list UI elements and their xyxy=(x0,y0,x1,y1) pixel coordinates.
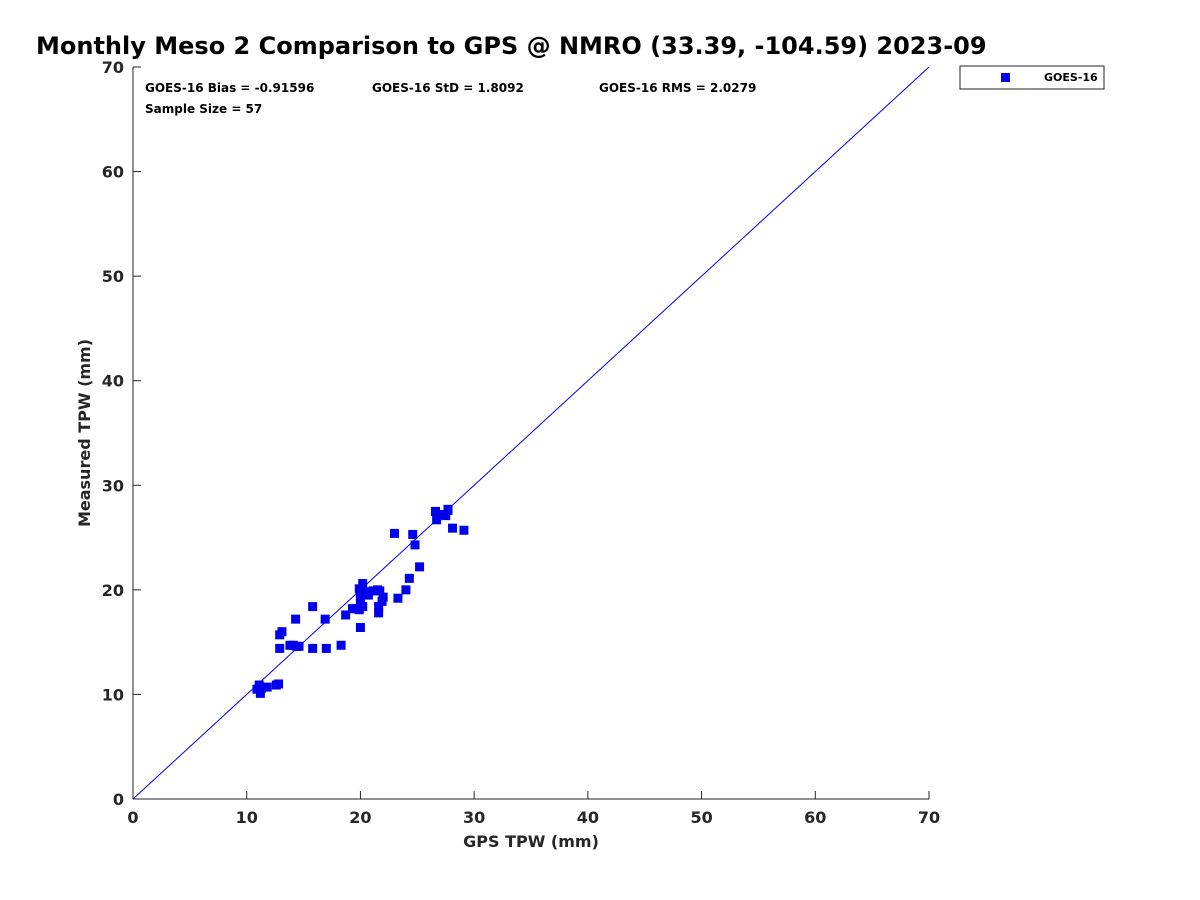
data-point xyxy=(275,643,285,653)
data-point xyxy=(404,573,414,583)
data-point xyxy=(355,623,365,633)
data-point xyxy=(401,585,411,595)
y-tick-label: 60 xyxy=(102,163,124,182)
std-stat: GOES-16 StD = 1.8092 xyxy=(372,81,524,95)
y-tick-label: 20 xyxy=(102,581,124,600)
legend-label: GOES-16 xyxy=(1044,71,1098,84)
data-point xyxy=(255,688,265,698)
x-tick-label: 20 xyxy=(349,808,371,827)
data-point xyxy=(358,602,368,612)
data-point xyxy=(415,562,425,572)
data-point xyxy=(277,627,287,637)
data-point xyxy=(256,683,266,693)
x-tick-label: 50 xyxy=(690,808,712,827)
data-point xyxy=(354,584,364,594)
chart-title: Monthly Meso 2 Comparison to GPS @ NMRO … xyxy=(36,32,987,60)
y-tick-label: 30 xyxy=(102,476,124,495)
data-point xyxy=(390,528,400,538)
data-point xyxy=(393,593,403,603)
stats-annotations: GOES-16 Bias = -0.91596 GOES-16 StD = 1.… xyxy=(145,81,756,116)
data-point xyxy=(374,602,384,612)
data-point xyxy=(448,523,458,533)
legend: GOES-16 xyxy=(959,65,1105,90)
data-point xyxy=(294,641,304,651)
data-point xyxy=(341,610,351,620)
data-point xyxy=(374,608,384,618)
x-tick-label: 10 xyxy=(236,808,258,827)
x-tick-label: 0 xyxy=(127,808,138,827)
y-tick-label: 0 xyxy=(113,790,124,809)
x-tick-label: 30 xyxy=(463,808,485,827)
data-point xyxy=(443,505,453,515)
sample-size-stat: Sample Size = 57 xyxy=(145,102,262,116)
y-tick-label: 10 xyxy=(102,685,124,704)
data-point xyxy=(363,590,373,600)
data-point xyxy=(336,640,346,650)
y-tick-label: 40 xyxy=(102,372,124,391)
data-point xyxy=(291,614,301,624)
data-point xyxy=(355,591,365,601)
bias-stat: GOES-16 Bias = -0.91596 xyxy=(145,81,314,95)
y-tick-label: 50 xyxy=(102,267,124,286)
x-tick-label: 60 xyxy=(804,808,826,827)
legend-box xyxy=(959,65,1105,90)
x-tick-label: 70 xyxy=(918,808,940,827)
data-point xyxy=(430,506,440,516)
data-point xyxy=(308,602,318,612)
data-point xyxy=(459,525,469,535)
data-point xyxy=(432,515,442,525)
data-point xyxy=(320,614,330,624)
legend-marker-square xyxy=(1001,73,1010,82)
data-point xyxy=(408,529,418,539)
data-point xyxy=(358,579,368,589)
data-point xyxy=(375,586,385,596)
rms-stat: GOES-16 RMS = 2.0279 xyxy=(599,81,756,95)
data-point xyxy=(321,643,331,653)
x-axis-label: GPS TPW (mm) xyxy=(463,832,599,851)
data-point xyxy=(308,643,318,653)
x-tick-label: 40 xyxy=(577,808,599,827)
data-point xyxy=(441,511,451,521)
data-point xyxy=(274,679,284,689)
data-point xyxy=(368,586,378,596)
data-point xyxy=(378,592,388,602)
one-to-one-line xyxy=(132,66,930,800)
data-point xyxy=(410,540,420,550)
y-axis-label: Measured TPW (mm) xyxy=(75,339,94,527)
plot-area: 0 10 20 30 40 50 60 70 0 10 20 30 40 50 60 70 xyxy=(102,58,940,827)
y-tick-label: 70 xyxy=(102,58,124,77)
data-point xyxy=(262,682,272,692)
